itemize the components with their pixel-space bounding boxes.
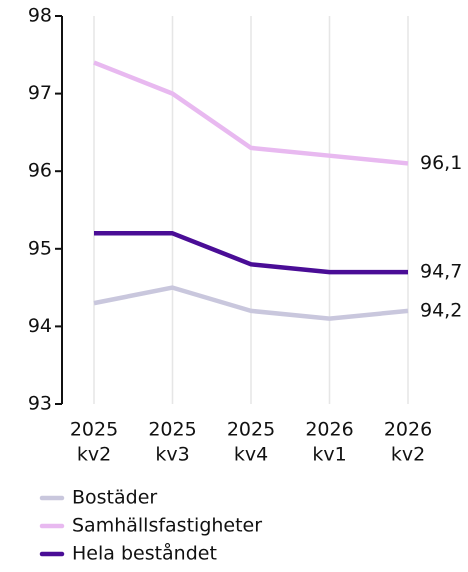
legend-label: Bostäder	[72, 487, 157, 509]
legend-label: Hela beståndet	[72, 542, 217, 565]
series-line	[93, 60, 409, 166]
x-tick-label: 2025	[70, 419, 118, 441]
series-line	[93, 285, 409, 321]
y-tick-label: 98	[28, 5, 52, 27]
x-tick-label: kv3	[155, 444, 189, 466]
legend-label: Samhällsfastigheter	[72, 515, 262, 537]
x-tick-label: kv2	[77, 444, 111, 466]
y-tick-label: 94	[28, 315, 52, 337]
series-line	[94, 231, 408, 275]
y-tick-label: 96	[28, 160, 52, 182]
y-tick-label: 97	[28, 82, 52, 104]
y-tick-label: 93	[28, 393, 52, 415]
value-label: 94,7	[420, 261, 462, 283]
x-tick-label: kv1	[312, 444, 346, 466]
x-tick-label: kv2	[391, 444, 425, 466]
value-label: 96,1	[420, 152, 462, 174]
value-label: 94,2	[420, 299, 462, 321]
x-tick-label: 2025	[148, 419, 196, 441]
x-tick-label: 2026	[384, 419, 432, 441]
x-tick-label: kv4	[234, 444, 268, 466]
x-tick-label: 2025	[227, 419, 275, 441]
x-tick-label: 2026	[305, 419, 353, 441]
y-tick-label: 95	[28, 237, 52, 259]
